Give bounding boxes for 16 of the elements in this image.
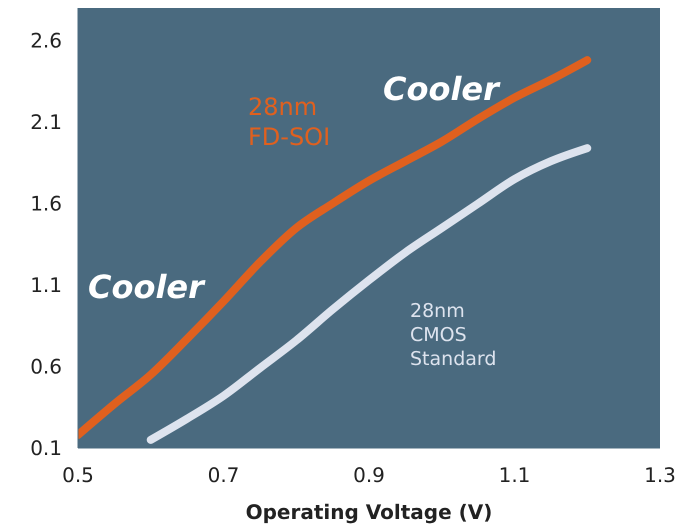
y-tick-label: 1.1 — [30, 273, 62, 298]
x-tick-label: 0.9 — [353, 463, 385, 488]
y-tick-label: 0.1 — [30, 436, 62, 460]
y-tick-label: 2.1 — [30, 110, 62, 134]
annotation: Cooler — [383, 70, 499, 108]
x-tick-label: 1.1 — [498, 463, 530, 488]
y-tick-label: 0.6 — [30, 354, 62, 379]
annotation: Cooler — [88, 268, 204, 306]
x-axis-title: Operating Voltage (V) — [246, 500, 492, 524]
x-tick-label: 1.3 — [644, 463, 676, 488]
y-tick-label: 2.6 — [30, 28, 62, 53]
series-label: 28nm FD-SOI — [248, 92, 332, 152]
y-tick-label: 1.6 — [30, 192, 62, 216]
text: 28nm CMOS Standard — [410, 300, 498, 372]
x-tick-label: 0.7 — [208, 463, 240, 488]
x-tick-label: 0.5 — [62, 463, 94, 488]
